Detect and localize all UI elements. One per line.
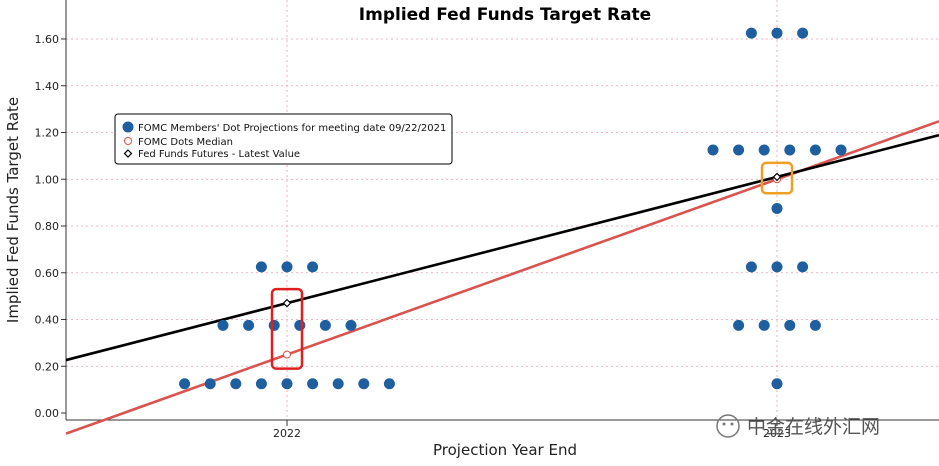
chart-title: Implied Fed Funds Target Rate — [359, 5, 651, 25]
legend-label-median: FOMC Dots Median — [138, 137, 233, 148]
legend-diamond-marker — [123, 149, 133, 158]
highlight-box — [760, 161, 794, 195]
dot-projection — [771, 27, 783, 39]
y-tick-label: 1.00 — [35, 173, 60, 186]
dot-projection — [268, 319, 280, 331]
series-line — [65, 133, 939, 362]
highlight-box — [270, 287, 304, 370]
x-ticks: 2022 2023 — [273, 420, 791, 440]
y-axis-label: Implied Fed Funds Target Rate — [4, 97, 22, 323]
dot-projection — [230, 378, 242, 390]
y-tick-label: 0.80 — [35, 220, 60, 233]
dot-projection — [294, 319, 306, 331]
dot-projection — [758, 144, 770, 156]
dot-projection — [771, 261, 783, 273]
median-marker — [283, 350, 291, 359]
dot-projection — [733, 144, 745, 156]
y-tick-label: 0.60 — [35, 267, 60, 280]
x-axis-label: Projection Year End — [433, 441, 577, 459]
dot-projection — [809, 144, 821, 156]
legend-label-dots: FOMC Members' Dot Projections for meetin… — [138, 123, 446, 134]
y-tick-label: 0.00 — [35, 407, 60, 420]
dot-projection — [319, 319, 331, 331]
dot-projection — [281, 261, 293, 273]
dot-projection — [835, 144, 847, 156]
dot-projection — [797, 27, 809, 39]
dot-projection — [255, 378, 267, 390]
futures-marker — [282, 298, 292, 308]
wechat-icon-eye — [722, 422, 726, 426]
x-tick-label: 2023 — [763, 427, 791, 440]
wechat-icon-eye — [730, 422, 734, 426]
dot-projection — [797, 261, 809, 273]
dot-projection — [758, 319, 770, 331]
y-tick-label: 0.40 — [35, 314, 60, 327]
grid — [66, 0, 939, 420]
dot-projection — [809, 319, 821, 331]
dot-projection — [784, 319, 796, 331]
dot-projection — [771, 378, 783, 390]
dot-projection — [307, 378, 319, 390]
x-tick-label: 2022 — [273, 427, 301, 440]
watermark: 中金在线外汇网 — [716, 414, 880, 438]
dot-projection — [771, 202, 783, 214]
dot-projection — [179, 378, 191, 390]
dot-projection — [784, 144, 796, 156]
y-ticks: 0.00 0.20 0.40 0.60 0.80 1.00 1.20 1.40 1.60 — [35, 33, 66, 420]
futures-marker — [772, 172, 782, 182]
legend-box — [114, 113, 453, 165]
legend-dot-marker — [122, 121, 134, 133]
legend-median-marker — [124, 137, 132, 145]
dot-projection — [255, 261, 267, 273]
dot-projection — [745, 27, 757, 39]
legend: FOMC Members' Dot Projections for meetin… — [114, 113, 453, 165]
legend-label-futures: Fed Funds Futures - Latest Value — [138, 149, 300, 160]
dot-projection — [707, 144, 719, 156]
dot-projection — [733, 319, 745, 331]
dot-projection — [243, 319, 255, 331]
y-tick-label: 1.20 — [35, 127, 60, 140]
dot-projection — [332, 378, 344, 390]
dot-projection — [345, 319, 357, 331]
watermark-text: 中金在线外汇网 — [747, 416, 880, 438]
dot-projection — [358, 378, 370, 390]
y-tick-label: 1.60 — [35, 33, 60, 46]
dot-projection — [745, 261, 757, 273]
plot-area — [66, 0, 939, 420]
dot-projection — [281, 378, 293, 390]
dot-projection — [217, 319, 229, 331]
y-tick-label: 1.40 — [35, 80, 60, 93]
y-tick-label: 0.20 — [35, 360, 60, 373]
dot-projection — [204, 378, 216, 390]
series-markers — [282, 172, 782, 359]
highlight-boxes — [270, 161, 794, 370]
wechat-icon — [716, 414, 740, 438]
dot-projection — [307, 261, 319, 273]
dot-projection — [383, 378, 395, 390]
